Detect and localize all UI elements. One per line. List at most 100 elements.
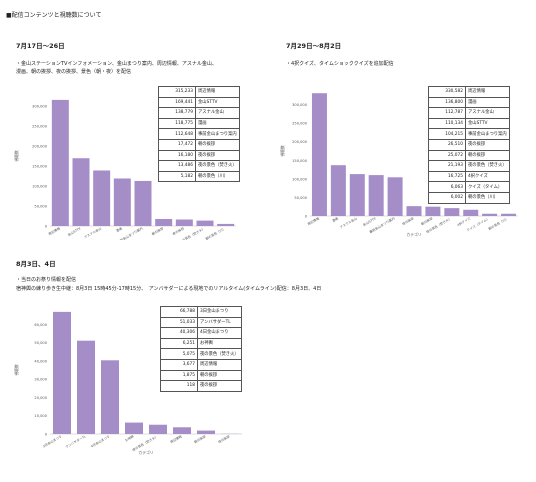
table-row: 66,788 3日金山まつり xyxy=(160,306,242,318)
y-tick-label: 300,000 xyxy=(32,105,48,109)
y-tick-label: 300,000 xyxy=(292,103,308,107)
table-row: 112,648 事前金山まつり案内 xyxy=(158,128,240,140)
table-value-cell: 21,193 xyxy=(428,160,466,172)
table-label-cell: 夜の挨拶 xyxy=(197,380,242,392)
table-value-cell: 104,215 xyxy=(428,128,466,140)
table-row: 330,582 周辺情報 xyxy=(428,86,510,98)
y-tick-label: 50,000 xyxy=(34,205,47,209)
section-3-note-2: 宿神輿の練り歩き生中継：8月3日 15時45分-17時15分、 アンバサダーによ… xyxy=(16,286,322,292)
y-tick-label: 0 xyxy=(45,433,48,437)
table-row: 6,063 クイズ（タイム） xyxy=(428,181,510,193)
table-label-cell: 金山STTV xyxy=(195,96,240,109)
table-label-cell: 漫画 xyxy=(465,96,510,109)
table-row: 6,251 お神輿 xyxy=(160,337,242,350)
x-tick-label: 夜の挨拶 xyxy=(171,225,185,236)
table-label-cell: 朝の挨拶 xyxy=(197,369,242,382)
y-tick-label: 100,000 xyxy=(32,185,48,189)
table-label-cell: 3日金山まつり xyxy=(197,306,242,318)
bar xyxy=(113,178,131,226)
bar xyxy=(463,209,479,216)
table-row: 118,775 漫画 xyxy=(158,117,240,130)
y-axis-label: 視聴数 xyxy=(280,145,285,157)
table-label-cell: 4日金山まつり xyxy=(197,327,242,339)
bar xyxy=(101,360,119,434)
table-value-cell: 330,582 xyxy=(428,86,466,98)
y-tick-label: 200,000 xyxy=(32,145,48,149)
table-label-cell: アスナル金山 xyxy=(465,107,510,119)
table-row: 6,002 朝の景色（川） xyxy=(428,191,510,204)
table-value-cell: 112,787 xyxy=(428,107,466,119)
x-tick-label: 漫画 xyxy=(331,216,339,224)
y-tick-label: 60,000 xyxy=(34,323,47,327)
table-row: 315,233 周辺情報 xyxy=(158,86,240,98)
bar xyxy=(368,175,384,216)
table-row: 21,193 夜の景色（焚き火） xyxy=(428,160,510,172)
table-value-cell: 3,677 xyxy=(160,358,198,371)
table-label-cell: 金山STTV xyxy=(465,117,510,130)
table-row: 16,725 4択クイズ xyxy=(428,170,510,183)
table-row: 25,072 朝の挨拶 xyxy=(428,149,510,162)
bar xyxy=(72,158,90,226)
table-label-cell: 夜の景色（焚き火） xyxy=(197,348,242,360)
y-tick-label: 50,000 xyxy=(294,196,307,200)
table-row: 17,472 朝の挨拶 xyxy=(158,138,240,151)
y-tick-label: 0 xyxy=(305,215,308,219)
table-value-cell: 112,648 xyxy=(158,128,196,140)
y-tick-label: 10,000 xyxy=(34,414,47,418)
x-axis-label: カテゴリ xyxy=(138,450,153,455)
y-tick-label: 150,000 xyxy=(292,159,308,163)
chart-svg: 0 10,000 20,000 30,000 40,000 50,000 60,000 視聴数… xyxy=(14,311,242,455)
table-label-cell: クイズ（タイム） xyxy=(465,181,510,193)
table-label-cell: 夜の挨拶 xyxy=(465,138,510,151)
bar xyxy=(482,213,498,216)
bar xyxy=(311,93,327,216)
table-value-cell: 16,725 xyxy=(428,170,466,183)
section-2-value-table: 330,582 周辺情報 136,800 漫画 112,787 アスナル金山 110,134… xyxy=(428,86,510,204)
y-tick-label: 20,000 xyxy=(34,396,47,400)
section-2-bar-chart: 0 50,000 100,000 150,000 200,000 250,000 300,0… xyxy=(276,80,526,240)
table-row: 40,306 4日金山まつり xyxy=(160,327,242,339)
x-tick-label: 漫画 xyxy=(115,226,123,234)
x-tick-label: 朝の景色（川） xyxy=(204,226,226,240)
x-tick-label: 周辺情報 xyxy=(47,225,61,236)
table-value-cell: 138,779 xyxy=(158,107,196,119)
y-tick-label: 250,000 xyxy=(292,122,308,126)
section-3-value-table: 66,788 3日金山まつり 51,033 アンバサダーTL 40,306 4日金山まつり… xyxy=(160,306,242,392)
bar xyxy=(134,180,152,226)
table-label-cell: アンバサダーTL xyxy=(197,316,242,329)
table-row: 3,677 周辺情報 xyxy=(160,358,242,371)
x-tick-label: 朝の挨拶 xyxy=(420,215,434,226)
table-value-cell: 315,233 xyxy=(158,86,196,98)
table-label-cell: 朝の挨拶 xyxy=(195,138,240,151)
table-value-cell: 51,033 xyxy=(160,316,198,329)
y-tick-label: 40,000 xyxy=(34,359,47,363)
section-1-bar-chart: 0 50,000 100,000 150,000 200,000 250,000 300,0… xyxy=(10,80,245,240)
bar xyxy=(125,422,143,434)
table-label-cell: アスナル金山 xyxy=(195,107,240,119)
table-row: 5,075 夜の景色（焚き火） xyxy=(160,348,242,360)
bar xyxy=(196,220,214,226)
table-value-cell: 16,180 xyxy=(158,149,196,162)
table-label-cell: 朝の景色（川） xyxy=(465,191,510,204)
x-tick-label: 朝の景色（川） xyxy=(487,216,509,231)
x-tick-label: 夜の挨拶 xyxy=(217,433,231,444)
table-label-cell: お神輿 xyxy=(197,337,242,350)
section-1-note-2: 漫画、朝の挨拶、夜の挨拶、景色（朝・夜）を配信 xyxy=(16,69,132,75)
x-tick-label: 4択クイズ xyxy=(456,215,472,227)
table-value-cell: 136,800 xyxy=(428,96,466,109)
table-value-cell: 110,134 xyxy=(428,117,466,130)
y-tick-label: 200,000 xyxy=(292,140,308,144)
y-tick-label: 100,000 xyxy=(292,177,308,181)
bar xyxy=(77,340,95,434)
x-tick-label: 4日金山まつり xyxy=(90,434,111,449)
table-row: 26,510 夜の挨拶 xyxy=(428,138,510,151)
x-tick-label: 夜の挨拶 xyxy=(401,215,415,226)
section-1-value-table: 315,233 周辺情報 169,441 金山STTV 138,779 アスナル金山 118… xyxy=(158,86,240,183)
x-tick-label: アスナル金山 xyxy=(83,226,102,240)
table-row: 169,441 金山STTV xyxy=(158,96,240,109)
table-row: 1,875 朝の挨拶 xyxy=(160,369,242,382)
y-tick-label: 50,000 xyxy=(34,341,47,345)
table-row: 104,215 事前金山まつり案内 xyxy=(428,128,510,140)
table-label-cell: 4択クイズ xyxy=(465,170,510,183)
table-label-cell: 漫画 xyxy=(195,117,240,130)
